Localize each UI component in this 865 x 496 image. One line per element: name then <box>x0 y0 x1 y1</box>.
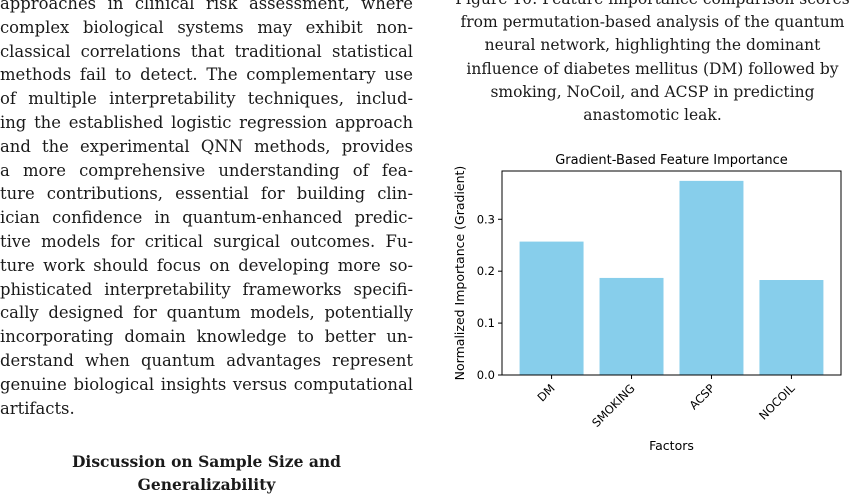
body-text-line: approaches in clinical risk assessment, … <box>0 0 413 13</box>
bar-acsp <box>679 180 744 375</box>
chart-title: Gradient-Based Feature Importance <box>555 153 788 168</box>
body-text-line: cally designed for quantum models, poten… <box>0 303 413 323</box>
body-text-line: ing the established logistic regression … <box>0 112 413 132</box>
body-text-line: ician confidence in quantum-enhanced pre… <box>0 208 413 228</box>
x-tick-label: DM <box>535 381 558 404</box>
body-text-line: phisticated interpretability frameworks … <box>0 279 413 299</box>
caption-line: neural network, highlighting the dominan… <box>484 36 821 55</box>
body-text-line: complex biological systems may exhibit n… <box>0 17 413 37</box>
section-heading-line-2: Generalizability <box>137 475 276 494</box>
body-text-line: and the experimental QNN methods, provid… <box>0 136 413 156</box>
body-text-line: methods fail to detect. The complementar… <box>0 65 413 85</box>
x-tick-label: SMOKING <box>589 381 638 430</box>
body-text-line: classical correlations that traditional … <box>0 41 413 61</box>
body-text-line: genuine biological insights versus compu… <box>0 374 413 394</box>
body-text-line: incorporating domain knowledge to better… <box>0 327 413 347</box>
body-text-line: ture contributions, essential for buildi… <box>0 184 413 204</box>
y-tick-label: 0.0 <box>477 368 495 382</box>
body-text-line: derstand when quantum advantages represe… <box>0 350 413 370</box>
body-text-line: of multiple interpretability techniques,… <box>0 89 413 109</box>
body-text-column: approaches in clinical risk assessment, … <box>0 0 413 420</box>
y-tick-label: 0.2 <box>477 264 495 278</box>
y-axis-label: Normalized Importance (Gradient) <box>452 166 467 381</box>
caption-line: anastomotic leak. <box>583 106 722 125</box>
caption-line: from permutation-based analysis of the q… <box>460 13 845 32</box>
section-heading-line-1: Discussion on Sample Size and <box>71 452 342 471</box>
plot-frame <box>501 170 842 376</box>
body-text-line: ture work should focus on developing mor… <box>0 255 413 275</box>
figure-caption: Figure 10: Feature importance comparison… <box>440 0 865 127</box>
body-text-line: a more comprehensive understanding of fe… <box>0 160 413 180</box>
y-tick-label: 0.3 <box>477 212 495 226</box>
bar-chart: Gradient-Based Feature Importance DM SMOKI… <box>452 153 842 453</box>
caption-line: smoking, NoCoil, and ACSP in predicting <box>490 82 815 101</box>
caption-line: Figure 10: Feature importance comparison… <box>440 0 865 11</box>
body-text-line: tive models for critical surgical outcom… <box>0 231 413 251</box>
bar-smoking <box>599 277 664 375</box>
section-heading: Discussion on Sample Size and Generaliza… <box>0 450 413 496</box>
y-tick-label: 0.1 <box>477 316 495 330</box>
bar-dm <box>519 241 584 375</box>
x-tick-label: ACSP <box>687 381 718 412</box>
x-tick-label: NOCOIL <box>756 381 798 423</box>
caption-line: influence of diabetes mellitus (DM) foll… <box>466 59 839 78</box>
bar-nocoil <box>759 280 824 375</box>
x-axis-label: Factors <box>649 438 694 453</box>
body-text-line: artifacts. <box>0 398 75 418</box>
